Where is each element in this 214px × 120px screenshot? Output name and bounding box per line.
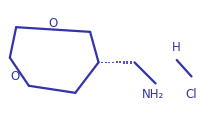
Text: NH₂: NH₂	[142, 88, 165, 101]
Text: O: O	[10, 70, 20, 83]
Text: O: O	[49, 17, 58, 30]
Text: Cl: Cl	[186, 88, 197, 101]
Text: H: H	[172, 41, 181, 54]
